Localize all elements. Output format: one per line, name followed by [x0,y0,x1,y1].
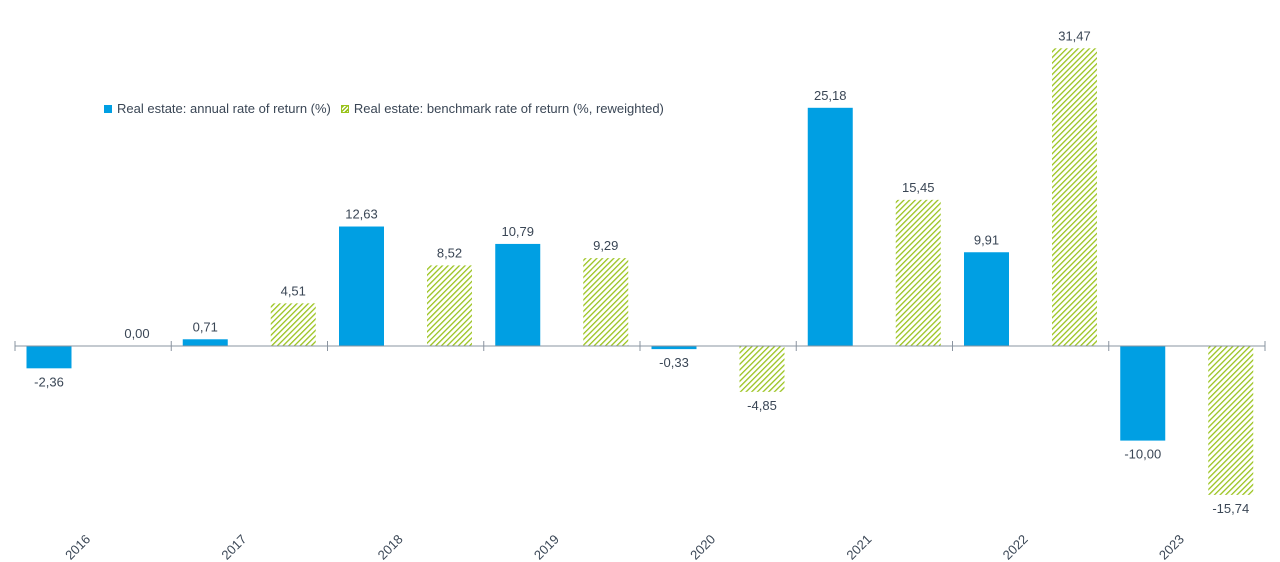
label-benchmark-2016: 0,00 [124,326,149,341]
bar-benchmark-2022 [1052,48,1097,347]
bar-benchmark-2018 [427,265,472,346]
bar-annual-2018 [339,226,384,346]
label-benchmark-2022: 31,47 [1058,28,1091,43]
label-annual-2021: 25,18 [814,88,847,103]
x-tick-label-2023: 2023 [1156,532,1187,562]
bar-annual-2017 [182,339,228,346]
label-annual-2017: 0,71 [193,319,218,334]
legend-label-benchmark-return: Real estate: benchmark rate of return (%… [353,101,664,116]
data-labels-group: -2,36 0,00 0,71 4,51 12,63 8,52 10,79 9,29 -0,33… [34,28,1249,516]
legend-swatch-green [340,104,349,113]
bar-benchmark-2021 [895,199,941,346]
label-benchmark-2019: 9,29 [593,238,618,253]
legend-label-annual-return: Real estate: annual rate of return (%) [117,101,331,116]
bar-annual-2023 [1120,346,1166,441]
bar-annual-2022 [964,252,1009,346]
bar-annual-2019 [495,243,541,346]
bar-annual-2020 [651,346,697,350]
x-tick-label-2019: 2019 [531,532,562,562]
label-annual-2016: -2,36 [34,374,64,389]
x-tick-label-2022: 2022 [1000,532,1031,562]
label-annual-2022: 9,91 [974,232,999,247]
legend-swatch-blue [104,104,112,113]
label-benchmark-2023: -15,74 [1212,501,1249,516]
label-benchmark-2017: 4,51 [281,283,306,298]
x-axis: 2016 2017 2018 2019 2020 2021 2022 2023 [14,341,1266,562]
bar-benchmark-2023 [1208,346,1254,495]
x-tick-label-2020: 2020 [687,532,718,562]
legend-item-annual-return: Real estate: annual rate of return (%) [104,101,331,116]
label-annual-2020: -0,33 [659,355,689,370]
x-tick-label-2017: 2017 [218,532,249,562]
x-tick-label-2021: 2021 [843,532,874,562]
bar-benchmark-2017 [270,303,316,346]
label-annual-2019: 10,79 [501,224,534,239]
bar-annual-2021 [807,107,853,346]
bars-group [26,48,1254,495]
x-tick-label-2016: 2016 [62,532,93,562]
label-benchmark-2021: 15,45 [902,180,935,195]
label-annual-2023: -10,00 [1124,447,1161,462]
bar-annual-2016 [26,346,72,369]
x-tick-label-2018: 2018 [375,532,406,562]
label-annual-2018: 12,63 [345,207,378,222]
label-benchmark-2018: 8,52 [437,245,462,260]
label-benchmark-2020: -4,85 [747,398,777,413]
bar-benchmark-2019 [583,258,629,346]
chart-legend: Real estate: annual rate of return (%) R… [104,101,674,116]
legend-item-benchmark-return: Real estate: benchmark rate of return (%… [340,101,664,116]
bar-benchmark-2020 [739,346,785,392]
